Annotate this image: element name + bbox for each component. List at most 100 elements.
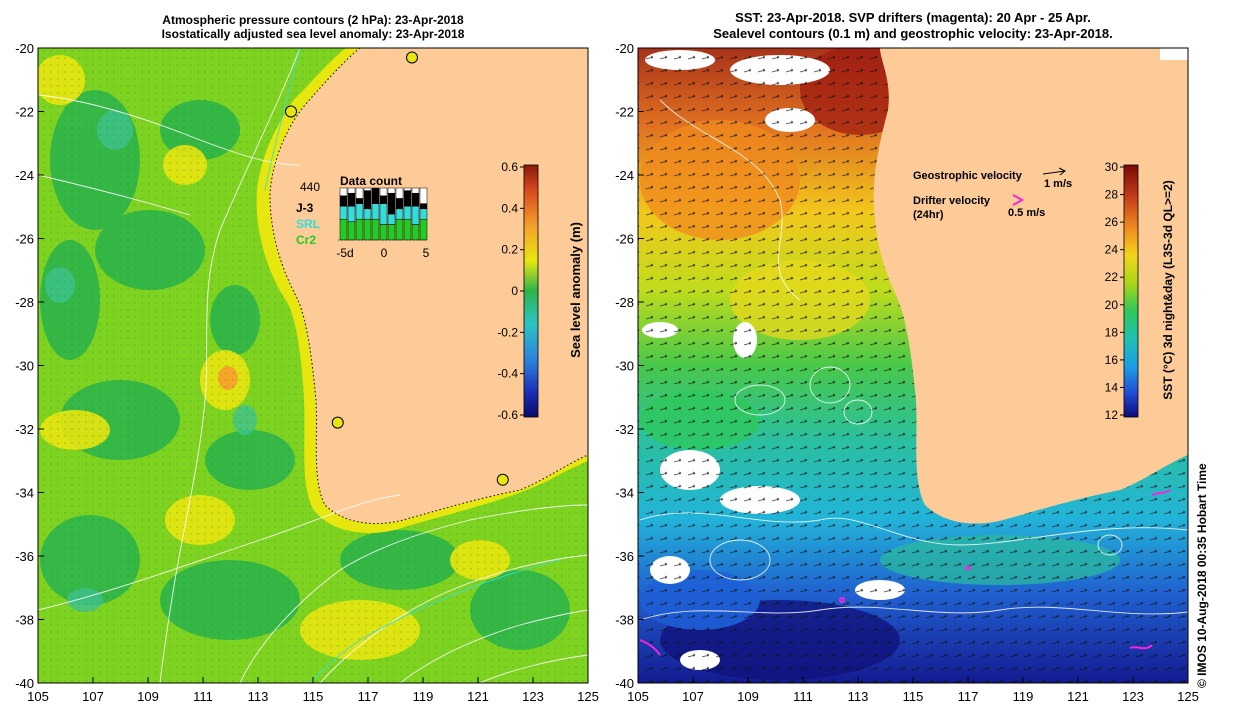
data-count-bar-green bbox=[411, 224, 420, 241]
data-count-bar-green bbox=[355, 218, 364, 241]
sst-colorbar bbox=[1123, 164, 1139, 418]
colorbar-tick-label: 0 bbox=[511, 284, 518, 298]
lon-tick-label: 117 bbox=[958, 689, 979, 704]
lat-tick-label: -22 bbox=[15, 105, 34, 120]
data-count-axis-label: 5 bbox=[423, 246, 430, 260]
lat-tick-label: -20 bbox=[15, 41, 34, 56]
left-title-line2: Isostatically adjusted sea level anomaly… bbox=[161, 27, 465, 41]
data-count-bar-cyan bbox=[379, 203, 388, 225]
legend-item-srl: SRL bbox=[296, 217, 320, 231]
lat-tick-label: -38 bbox=[615, 613, 634, 628]
sst-colorbar-label: SST (°C) 3d night&day (L3S-3d QL>=2) bbox=[1161, 180, 1175, 400]
lat-tick-label: -20 bbox=[615, 41, 634, 56]
data-count-bar-white bbox=[387, 187, 396, 194]
data-count-bar-white bbox=[403, 187, 412, 191]
colorbar-tick-label: 16 bbox=[1105, 353, 1119, 367]
data-count-bar-black bbox=[419, 203, 428, 210]
data-count-inset: 440 Data count J-3 SRL Cr2 -5d 0 5 bbox=[296, 174, 430, 260]
data-count-legend: J-3 SRL Cr2 bbox=[296, 201, 320, 247]
left-title-line1: Atmospheric pressure contours (2 hPa): 2… bbox=[162, 13, 464, 27]
left-map bbox=[38, 48, 588, 683]
data-count-bar-white bbox=[411, 187, 420, 194]
data-count-bar-black bbox=[363, 190, 372, 210]
colorbar-tick-label: 28 bbox=[1105, 188, 1119, 202]
ssl-colorbar bbox=[523, 164, 539, 418]
colorbar-tick-label: 22 bbox=[1105, 270, 1119, 284]
colorbar-tick-label: -0.2 bbox=[497, 325, 518, 339]
colorbar-tick-label: 14 bbox=[1105, 380, 1119, 394]
lon-tick-label: 109 bbox=[137, 689, 159, 704]
data-count-bar-white bbox=[347, 187, 356, 194]
lat-tick-label: -36 bbox=[615, 549, 634, 564]
sst-colorbar-ticks: 30 28 26 24 22 20 18 16 14 12 bbox=[1105, 160, 1124, 422]
colorbar-tick-label: 0.4 bbox=[501, 201, 518, 215]
data-count-bar-black bbox=[347, 192, 356, 207]
pressure-contours bbox=[38, 48, 588, 683]
data-count-bar-green bbox=[371, 218, 380, 241]
lat-tick-label: -30 bbox=[615, 359, 634, 374]
lon-tick-label: 121 bbox=[1067, 689, 1089, 704]
data-count-bar-black bbox=[371, 187, 380, 204]
data-count-bar-black bbox=[379, 195, 388, 204]
lon-tick-label: 105 bbox=[627, 689, 649, 704]
data-count-bar-white bbox=[419, 187, 428, 204]
lon-tick-label: 121 bbox=[467, 689, 489, 704]
drifter-label-line2: (24hr) bbox=[913, 209, 944, 221]
lon-tick-label: 109 bbox=[737, 689, 759, 704]
geostrophic-label: Geostrophic velocity bbox=[913, 170, 1023, 182]
data-count-axis-label: 0 bbox=[381, 246, 388, 260]
lat-tick-label: -24 bbox=[15, 168, 34, 183]
data-count-title: Data count bbox=[340, 174, 402, 188]
geostrophic-scale: 1 m/s bbox=[1044, 178, 1072, 190]
data-count-bar-green bbox=[379, 224, 388, 241]
tide-gauge-marker bbox=[285, 105, 297, 118]
lat-tick-label: -28 bbox=[15, 295, 34, 310]
data-count-bar-black bbox=[387, 192, 396, 215]
lat-tick-label: -38 bbox=[15, 613, 34, 628]
data-count-total: 440 bbox=[300, 180, 320, 194]
data-count-bar-cyan bbox=[395, 208, 404, 220]
right-map-notch bbox=[1160, 48, 1188, 60]
data-count-bar-black bbox=[403, 190, 412, 207]
data-count-bar-white bbox=[339, 187, 348, 197]
data-count-axis-label: -5d bbox=[336, 246, 353, 260]
lon-tick-label: 119 bbox=[413, 689, 434, 704]
lat-tick-label: -24 bbox=[615, 168, 634, 183]
data-count-bar-cyan bbox=[419, 208, 428, 220]
sealevel-contours bbox=[639, 99, 1188, 621]
data-count-bar-white bbox=[395, 187, 404, 199]
data-count-bar-cyan bbox=[355, 203, 364, 220]
lon-tick-label: 111 bbox=[793, 689, 813, 704]
ssl-colorbar-ticks: 0.6 0.4 0.2 0 -0.2 -0.4 -0.6 bbox=[497, 160, 524, 422]
data-count-bar-green bbox=[363, 218, 372, 241]
data-count-bar-cyan bbox=[403, 205, 412, 220]
colorbar-tick-label: 12 bbox=[1105, 408, 1119, 422]
data-count-bar-cyan bbox=[363, 208, 372, 220]
data-count-axis: -5d 0 5 bbox=[336, 246, 429, 260]
data-count-bar-cyan bbox=[347, 205, 356, 223]
data-count-bar-black bbox=[411, 192, 420, 207]
lon-tick-label: 125 bbox=[1177, 689, 1199, 704]
data-count-bar-black bbox=[339, 195, 348, 207]
data-count-bar-cyan bbox=[411, 205, 420, 225]
australia-landmass bbox=[270, 48, 588, 524]
right-title-line2: Sealevel contours (0.1 m) and geostrophi… bbox=[713, 26, 1113, 41]
colorbar-tick-label: 18 bbox=[1105, 325, 1119, 339]
lon-tick-label: 117 bbox=[358, 689, 379, 704]
data-count-bar-white bbox=[379, 187, 388, 197]
lon-tick-label: 115 bbox=[903, 689, 924, 704]
lat-tick-label: -32 bbox=[615, 422, 634, 437]
drifter-scale: 0.5 m/s bbox=[1008, 207, 1045, 219]
cyan-tracks bbox=[264, 48, 561, 683]
colorbar-tick-label: 26 bbox=[1105, 215, 1119, 229]
tide-gauge-marker bbox=[496, 473, 509, 486]
geostrophic-arrowhead bbox=[1058, 167, 1066, 176]
drifter-label-line1: Drifter velocity bbox=[913, 195, 991, 207]
left-title: Atmospheric pressure contours (2 hPa): 2… bbox=[38, 13, 588, 41]
legend-item-cr2: Cr2 bbox=[296, 233, 316, 247]
data-count-bar-green bbox=[403, 218, 412, 241]
lat-tick-label: -34 bbox=[15, 486, 34, 501]
data-count-bar-green bbox=[347, 221, 356, 241]
data-count-bar-cyan bbox=[387, 213, 396, 225]
